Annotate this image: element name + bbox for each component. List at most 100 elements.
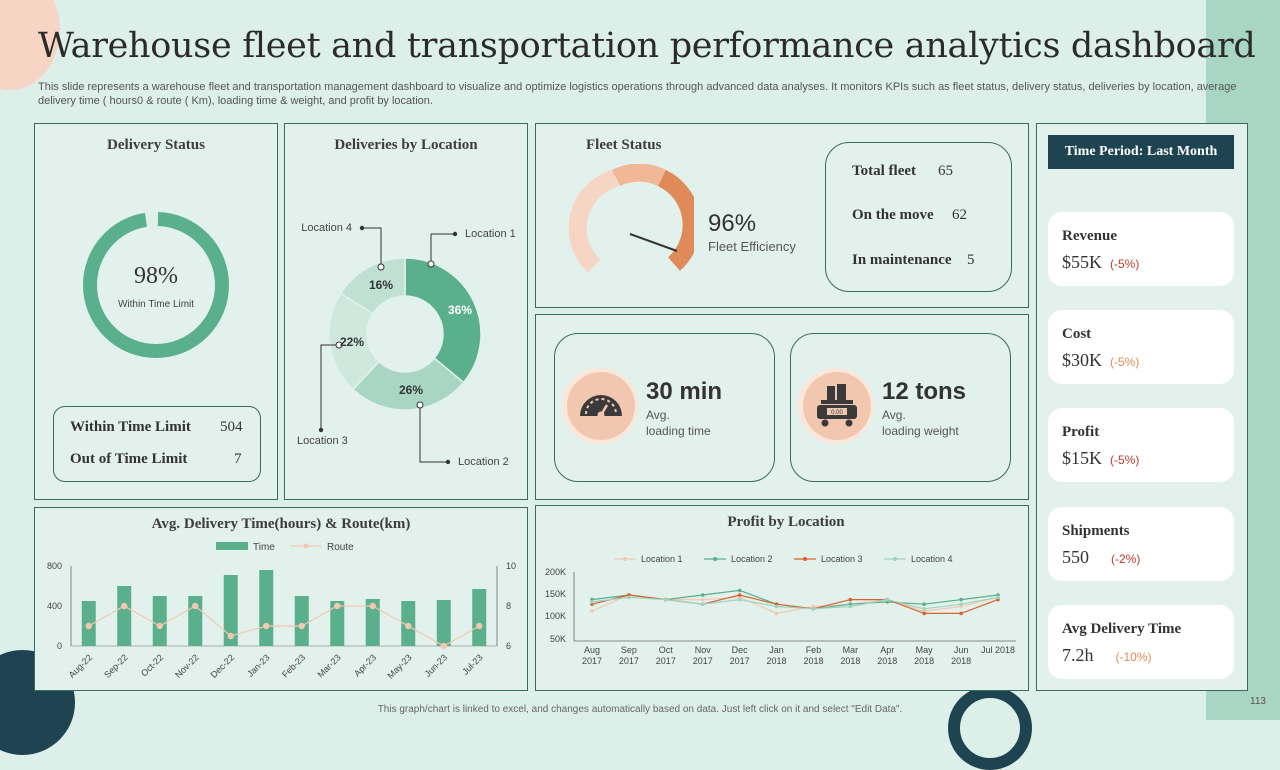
within-time-value: 504 [220,419,243,435]
delivery-status-donut [83,212,229,358]
xtick-year-4: 2017 [730,656,750,666]
route-point-jul-23 [476,622,483,630]
legend-location-3: Location 3 [297,435,348,447]
fleet-maintenance-label: In maintenance [852,252,952,268]
line-location-4 [591,596,999,610]
route-point-nov-22 [192,602,199,610]
fleet-efficiency-value: 96% [708,210,757,237]
profit-chart-title: Profit by Location [727,514,845,530]
delivery-status-percent: 98% [134,263,178,289]
bar-time-feb-23 [294,596,309,646]
loading-weight-card: 0.00 12 tons Avg. loading weight [790,333,1011,482]
xtick-may-23: May-23 [385,652,413,680]
fleet-gauge [568,164,694,273]
fleet-total-label: Total fleet [852,163,917,179]
xtick-month-8: Apr [880,645,894,655]
point-location-4-3 [700,602,705,606]
loading-weight-value: 12 tons [882,378,967,405]
loading-panel: 30 min Avg. loading time 0.00 12 tons Av… [535,314,1029,500]
point-location-4-11 [996,595,1000,600]
legend-dot-2 [803,557,807,561]
bar-time-oct-22 [152,596,167,646]
speedometer-icon [580,395,622,419]
xtick-month-3: Nov [695,645,712,655]
xtick-jan-23: Jan-23 [245,652,272,679]
ytick-100k: 100K [545,611,566,621]
route-point-dec-22 [227,632,234,640]
kpi-card-avg-delivery: Avg Delivery Time 7.2h (-10%) [1048,605,1234,679]
xtick-month-10: Jun [954,645,969,655]
point-location-3-10 [959,611,963,616]
fleet-total-value: 65 [938,163,953,179]
legend-dot-0 [623,557,627,561]
route-point-may-23 [405,622,412,630]
loading-time-card: 30 min Avg. loading time [554,333,775,482]
legend-location-1: Location 1 [465,228,516,240]
slice-location-1 [404,257,482,384]
loading-time-label2: loading time [646,424,711,438]
kpi-revenue-label: Revenue [1062,228,1117,244]
point-location-2-3 [700,593,705,597]
delivery-time-chart-title: Avg. Delivery Time(hours) & Route(km) [151,516,411,532]
fleet-moving-label: On the move [852,207,934,223]
kpi-sidebar: Time Period: Last Month Revenue $55K (-5%… [1036,123,1248,691]
kpi-avg-delivery-value: 7.2h [1062,645,1094,665]
point-location-4-7 [848,604,853,609]
xtick-aug-22: Aug-22 [67,652,95,680]
point-location-4-0 [590,600,594,604]
fleet-efficiency-label: Fleet Efficiency [708,239,796,254]
point-location-4-8 [885,597,890,602]
ytick-left-0: 0 [57,641,62,651]
xtick-month-9: May [916,645,934,655]
page-description: This slide represents a warehouse fleet … [38,81,1237,107]
legend-location-4: Location 4 [301,222,352,234]
delivery-status-panel: Delivery Status 98% Within Time Limit Wi… [34,123,278,500]
legend-route: Route [327,542,354,553]
point-location-3-4 [737,593,742,597]
kpi-card-cost: Cost $30K (-5%) [1048,310,1234,384]
ytick-right-10: 10 [506,561,516,571]
xtick-year-1: 2017 [619,656,639,666]
xtick-month-1: Sep [621,645,637,655]
fleet-maintenance-value: 5 [967,252,975,268]
bar-time-sep-22 [117,586,132,646]
ytick-left-400: 400 [47,601,62,611]
ytick-150k: 150K [545,589,566,599]
point-location-3-9 [922,611,926,616]
ytick-left-800: 800 [47,561,62,571]
xtick-month-6: Feb [806,645,822,655]
deliveries-location-panel: Deliveries by Location 36% 26% 22% 16% L… [284,123,528,500]
delivery-time-panel: Avg. Delivery Time(hours) & Route(km) Ti… [34,507,528,691]
page-title: Warehouse fleet and transportation perfo… [38,26,1256,66]
xtick-dec-22: Dec-22 [209,652,237,680]
point-location-4-10 [959,602,963,606]
decor-dark-ring [948,686,1032,770]
weight-scale-icon: 0.00 [817,384,857,427]
ytick-right-6: 6 [506,641,511,651]
route-point-feb-23 [298,622,305,630]
route-line [88,605,480,647]
point-location-3-7 [848,597,853,602]
xtick-year-3: 2017 [693,656,713,666]
point-location-4-6 [811,607,816,611]
xtick-apr-23: Apr-23 [352,652,378,678]
kpi-cost-label: Cost [1062,326,1092,342]
xtick-mar-23: Mar-23 [315,652,342,679]
legend-location-2: Location 2 [458,456,509,468]
legend-location-2: Location 2 [731,554,773,564]
bar-time-mar-23 [330,601,345,646]
xtick-month-0: Aug [584,645,600,655]
xtick-year-10: 2018 [951,656,971,666]
delivery-status-title: Delivery Status [107,137,205,153]
point-location-4-4 [737,597,742,602]
xtick-sep-22: Sep-22 [102,652,130,680]
kpi-revenue-value: $55K [1062,252,1102,272]
xtick-month-5: Jan [769,645,784,655]
slice-label-location-1: 36% [448,303,472,317]
legend-location-3: Location 3 [821,554,863,564]
xtick-year-6: 2018 [803,656,823,666]
kpi-shipments-label: Shipments [1062,523,1130,539]
kpi-card-revenue: Revenue $55K (-5%) [1048,212,1234,286]
xtick-year-2: 2017 [656,656,676,666]
slice-label-location-4: 16% [369,278,393,292]
